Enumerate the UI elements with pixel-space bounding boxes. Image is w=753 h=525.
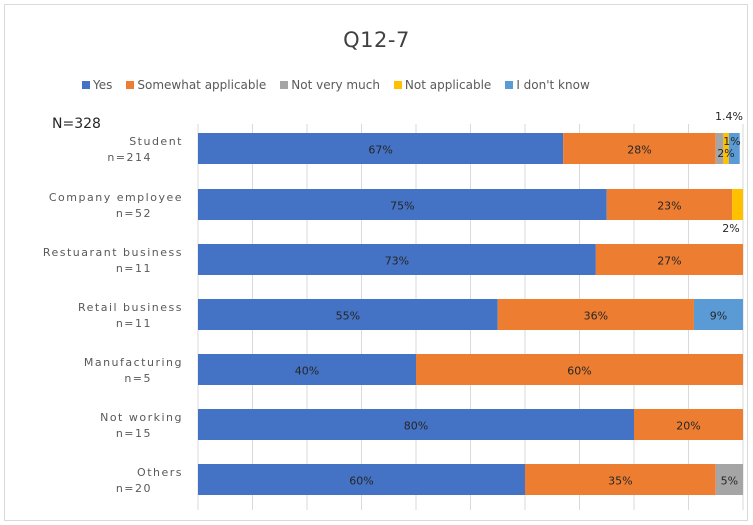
legend-swatch-somewhat-applicable — [126, 81, 135, 89]
data-label-somewhat-applicable-manufacturing: 60% — [567, 365, 591, 378]
category-n-student: n=214 — [107, 151, 152, 164]
legend-swatch-yes — [82, 81, 90, 89]
bar-i-don-t-know-student — [728, 133, 740, 164]
data-label-not-very-much-others: 5% — [721, 475, 738, 488]
data-label-yes-others: 60% — [349, 475, 373, 488]
bar-somewhat-applicable-manufacturing — [416, 354, 743, 385]
category-label-restuarant-business: Restuarant business — [43, 246, 183, 259]
bar-yes-company-employee — [198, 189, 607, 220]
bar-yes-not-working — [198, 409, 634, 440]
category-n-restuarant-business: n=11 — [116, 262, 152, 275]
data-label-yes-not-working: 80% — [404, 420, 428, 433]
chart-legend: Yes Somewhat applicable Not very much No… — [82, 78, 590, 92]
bar-i-don-t-know-retail-business — [693, 299, 743, 330]
data-label-somewhat-applicable-student: 28% — [627, 144, 651, 157]
data-label-yes-restuarant-business: 73% — [385, 255, 409, 268]
data-label-yes-manufacturing: 40% — [295, 365, 319, 378]
legend-label-somewhat-applicable: Somewhat applicable — [137, 78, 267, 92]
data-label-not-applicable-company-employee: 2% — [722, 222, 739, 235]
legend-swatch-dont-know — [505, 81, 514, 89]
bar-not-very-much-student — [715, 133, 724, 164]
data-label-somewhat-applicable-retail-business: 36% — [584, 310, 608, 323]
data-label-i-don-t-know-student: 2% — [717, 147, 734, 160]
legend-label-dont-know: I don't know — [516, 78, 590, 92]
data-label-not-very-much-student: 1.4% — [715, 110, 743, 123]
data-label-not-applicable-student: 1% — [723, 135, 740, 148]
bar-yes-others — [198, 464, 525, 495]
bar-yes-manufacturing — [198, 354, 416, 385]
legend-item-yes: Yes — [82, 78, 112, 92]
data-label-i-don-t-know-retail-business: 9% — [710, 310, 727, 323]
category-n-not-working: n=15 — [116, 427, 152, 440]
legend-label-yes: Yes — [93, 78, 113, 92]
category-label-others: Others — [137, 466, 183, 479]
bar-not-very-much-others — [715, 464, 743, 495]
bar-somewhat-applicable-student — [563, 133, 716, 164]
data-label-somewhat-applicable-restuarant-business: 27% — [657, 255, 681, 268]
legend-item-somewhat-applicable: Somewhat applicable — [126, 78, 266, 92]
data-label-somewhat-applicable-not-working: 20% — [676, 420, 700, 433]
data-label-yes-company-employee: 75% — [390, 200, 414, 213]
bar-somewhat-applicable-others — [525, 464, 716, 495]
category-n-manufacturing: n=5 — [124, 372, 152, 385]
bar-somewhat-applicable-company-employee — [606, 189, 733, 220]
legend-item-not-very-much: Not very much — [280, 78, 380, 92]
bar-yes-restuarant-business — [198, 244, 596, 275]
data-label-yes-retail-business: 55% — [336, 310, 360, 323]
sample-size-label: N=328 — [52, 116, 101, 132]
legend-item-dont-know: I don't know — [505, 78, 590, 92]
bar-somewhat-applicable-retail-business — [497, 299, 694, 330]
legend-swatch-not-very-much — [280, 81, 289, 89]
legend-item-not-applicable: Not applicable — [393, 78, 492, 92]
legend-label-not-very-much: Not very much — [291, 78, 380, 92]
legend-label-not-applicable: Not applicable — [404, 78, 492, 92]
category-n-retail-business: n=11 — [116, 317, 152, 330]
category-label-company-employee: Company employee — [49, 191, 183, 204]
bar-yes-retail-business — [198, 299, 498, 330]
legend-swatch-not-applicable — [393, 81, 402, 89]
category-label-manufacturing: Manufacturing — [84, 356, 183, 369]
data-label-somewhat-applicable-company-employee: 23% — [657, 200, 681, 213]
bar-not-applicable-company-employee — [732, 189, 743, 220]
category-label-student: Student — [129, 135, 183, 148]
data-label-yes-student: 67% — [368, 144, 392, 157]
category-n-company-employee: n=52 — [116, 207, 152, 220]
category-label-not-working: Not working — [100, 411, 183, 424]
data-label-somewhat-applicable-others: 35% — [608, 475, 632, 488]
bar-not-applicable-student — [723, 133, 729, 164]
category-n-others: n=20 — [116, 482, 152, 495]
bar-somewhat-applicable-restuarant-business — [595, 244, 743, 275]
category-label-retail-business: Retail business — [78, 301, 183, 314]
bar-somewhat-applicable-not-working — [634, 409, 743, 440]
bar-yes-student — [198, 133, 564, 164]
chart-title: Q12-7 — [343, 28, 410, 52]
